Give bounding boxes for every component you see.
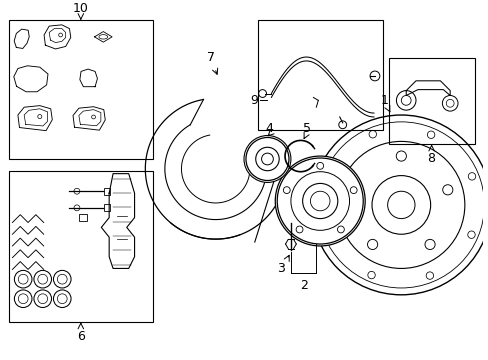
Text: 9: 9	[249, 94, 257, 107]
Bar	[8, 171, 153, 322]
Text: 2: 2	[299, 279, 307, 292]
Text: 3: 3	[277, 262, 285, 275]
Bar	[8, 20, 153, 159]
Text: 5: 5	[302, 122, 310, 135]
Bar	[79, 214, 86, 221]
Text: 1: 1	[380, 94, 388, 107]
Circle shape	[275, 156, 365, 246]
Text: 4: 4	[265, 122, 273, 135]
Bar	[104, 204, 110, 211]
Text: 6: 6	[77, 330, 84, 343]
Bar	[388, 58, 474, 144]
Text: 10: 10	[73, 3, 89, 15]
Text: 8: 8	[427, 152, 435, 165]
Bar	[257, 20, 382, 130]
Circle shape	[244, 136, 290, 183]
Bar	[104, 188, 110, 195]
Text: 7: 7	[206, 51, 214, 64]
